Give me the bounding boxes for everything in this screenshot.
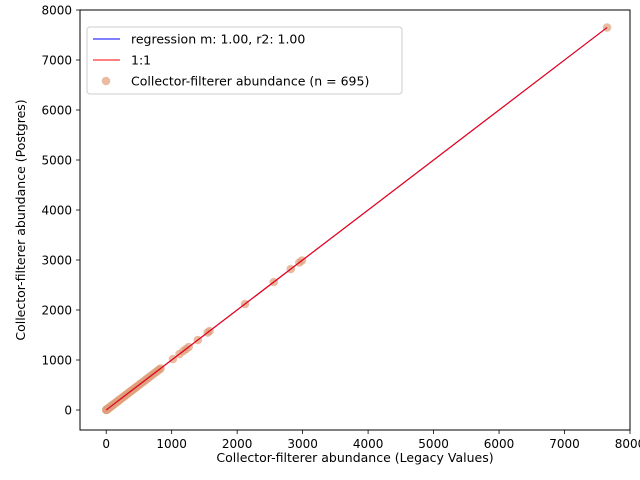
y-axis-label: Collector-filterer abundance (Postgres) xyxy=(13,99,28,340)
y-tick-label: 0 xyxy=(64,404,72,418)
axes-frame xyxy=(79,9,631,431)
x-tick-label: 1000 xyxy=(156,437,187,451)
x-tick-label: 6000 xyxy=(484,437,515,451)
y-tick-label: 3000 xyxy=(41,254,72,268)
x-tick-label: 7000 xyxy=(549,437,580,451)
legend-entry: Collector-filterer abundance (n = 695) xyxy=(131,74,369,89)
legend-entry: regression m: 1.00, r2: 1.00 xyxy=(131,32,305,47)
legend-entry: 1:1 xyxy=(131,53,151,68)
legend-marker xyxy=(101,76,111,86)
y-tick-label: 5000 xyxy=(41,154,72,168)
y-tick-label: 7000 xyxy=(41,54,72,68)
x-tick-label: 0 xyxy=(102,437,110,451)
y-tick-label: 6000 xyxy=(41,104,72,118)
x-tick-label: 8000 xyxy=(615,437,640,451)
x-tick-label: 5000 xyxy=(418,437,449,451)
x-axis-label: Collector-filterer abundance (Legacy Val… xyxy=(216,450,493,465)
x-tick-label: 3000 xyxy=(287,437,318,451)
legend-box xyxy=(86,26,403,95)
y-tick-label: 8000 xyxy=(41,4,72,18)
y-tick-label: 2000 xyxy=(41,304,72,318)
x-tick-label: 4000 xyxy=(353,437,384,451)
x-ticks: 0 1000 2000 3000 4000 5000 6000 7000 8000 xyxy=(102,430,640,451)
y-tick-label: 1000 xyxy=(41,354,72,368)
lines-layer xyxy=(105,27,608,411)
x-tick-label: 2000 xyxy=(222,437,253,451)
y-tick-label: 4000 xyxy=(41,204,72,218)
y-ticks: 0 1000 2000 3000 4000 5000 6000 7000 8000 xyxy=(41,4,80,418)
legend: regression m: 1.00, r2: 1.00 1:1 Collector… xyxy=(86,26,403,95)
identity-line xyxy=(105,27,608,411)
